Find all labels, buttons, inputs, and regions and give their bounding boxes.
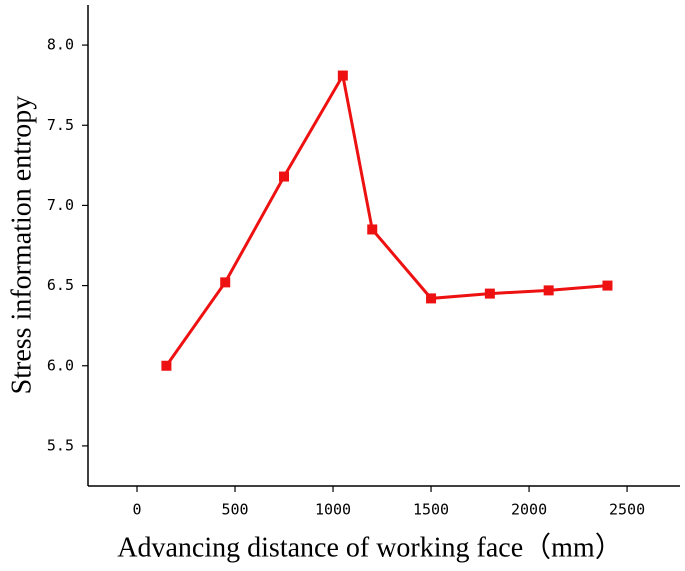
data-point (543, 285, 554, 296)
y-axis-title: Stress information entropy (6, 96, 37, 395)
y-tick-label: 5.5 (47, 436, 74, 454)
data-point (337, 70, 348, 81)
x-tick-label: 1000 (315, 501, 351, 519)
data-line (165, 71, 608, 367)
data-point (602, 280, 613, 291)
y-tick-label: 7.0 (47, 196, 74, 214)
x-tick-label: 2000 (511, 501, 547, 519)
y-tick-label: 6.5 (47, 276, 74, 294)
x-tick-label: 500 (221, 501, 248, 519)
x-tick-label: 2500 (609, 501, 645, 519)
x-axis-title: Advancing distance of working face（mm） (117, 531, 622, 563)
data-point (161, 360, 172, 371)
y-tick-label: 6.0 (47, 356, 74, 374)
data-point (484, 288, 495, 299)
data-point (367, 224, 378, 235)
data-point (426, 293, 437, 304)
x-tick-label: 0 (132, 501, 141, 519)
y-tick-label: 8.0 (47, 36, 74, 54)
data-point (279, 171, 290, 182)
data-point (220, 277, 231, 288)
y-tick-label: 7.5 (47, 116, 74, 134)
x-tick-label: 1500 (413, 501, 449, 519)
